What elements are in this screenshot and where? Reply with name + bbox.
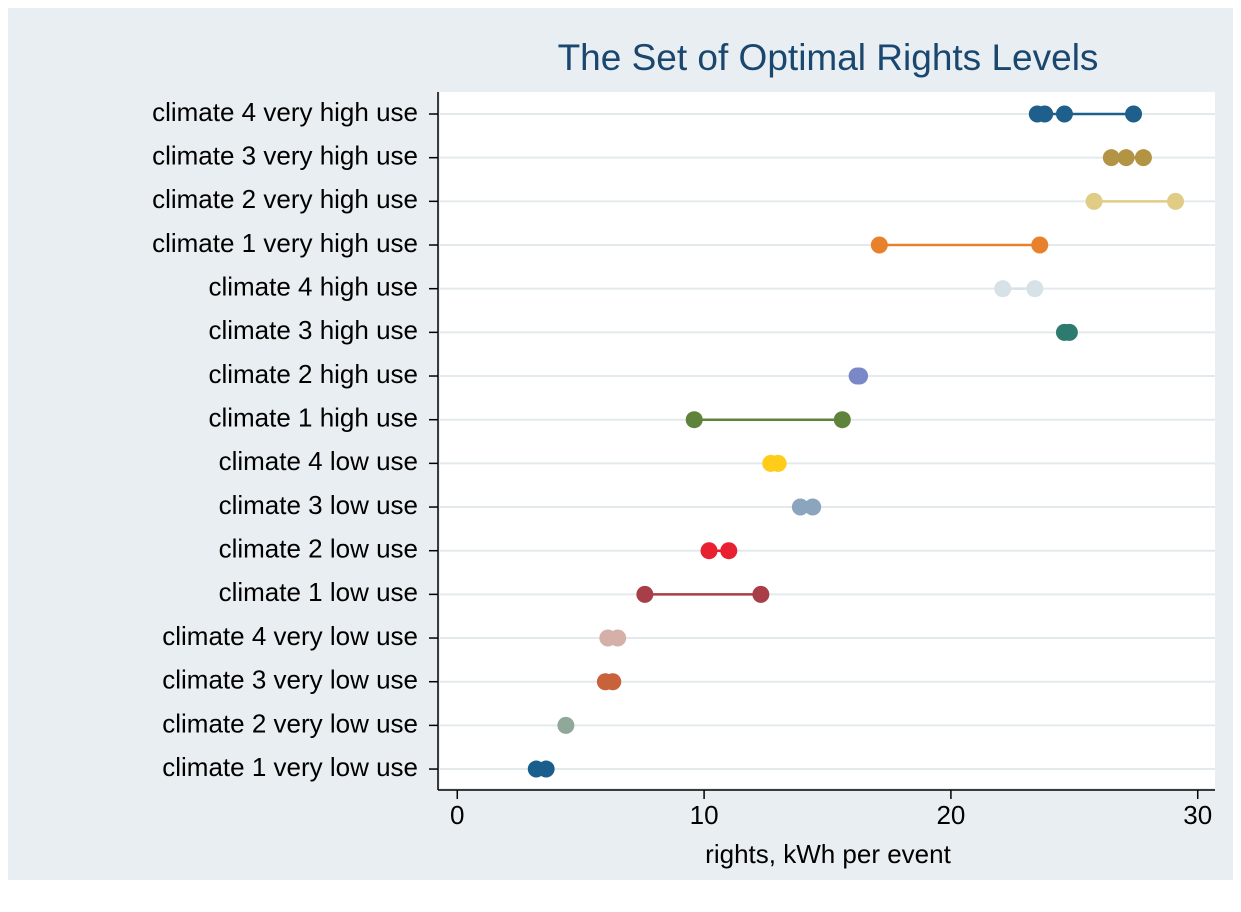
dot (1134, 149, 1152, 167)
y-tick-label: climate 3 very high use (152, 141, 418, 171)
y-tick-label: climate 1 low use (219, 577, 418, 607)
dot (636, 585, 654, 603)
chart-title: The Set of Optimal Rights Levels (558, 37, 1099, 78)
dot (833, 411, 851, 429)
x-tick-label: 0 (450, 800, 464, 830)
y-tick-label: climate 2 low use (219, 534, 418, 564)
dot (1026, 280, 1044, 298)
y-tick-label: climate 2 very high use (152, 184, 418, 214)
x-tick-label: 20 (936, 800, 965, 830)
dot (994, 280, 1012, 298)
dot (752, 585, 770, 603)
dot (685, 411, 703, 429)
dot (1085, 192, 1103, 210)
x-axis-label: rights, kWh per event (705, 839, 951, 869)
x-tick-label: 10 (690, 800, 719, 830)
x-tick-label: 30 (1183, 800, 1212, 830)
dot (1102, 149, 1120, 167)
dot (557, 716, 575, 734)
y-tick-label: climate 1 very high use (152, 228, 418, 258)
dot (604, 673, 622, 691)
y-tick-label: climate 4 very low use (162, 621, 418, 651)
y-tick-label: climate 2 high use (208, 359, 418, 389)
y-tick-label: climate 4 very high use (152, 97, 418, 127)
dot (851, 367, 869, 385)
y-tick-label: climate 1 high use (208, 403, 418, 433)
dot (804, 498, 822, 516)
dot (1036, 105, 1054, 123)
y-tick-label: climate 1 very low use (162, 752, 418, 782)
y-tick-label: climate 3 high use (208, 315, 418, 345)
y-tick-label: climate 4 low use (219, 446, 418, 476)
dot (1117, 149, 1135, 167)
dot (791, 498, 809, 516)
y-tick-label: climate 3 low use (219, 490, 418, 520)
dot (1055, 105, 1073, 123)
dot (769, 454, 787, 472)
dot (1167, 192, 1185, 210)
y-tick-label: climate 4 high use (208, 272, 418, 302)
dot (720, 542, 738, 560)
dot (870, 236, 888, 254)
dot (537, 760, 555, 778)
dot (609, 629, 627, 647)
dot (1125, 105, 1143, 123)
y-tick-label: climate 3 very low use (162, 665, 418, 695)
plot-area (440, 92, 1215, 788)
dot (700, 542, 718, 560)
y-tick-label: climate 2 very low use (162, 708, 418, 738)
dot (1060, 323, 1078, 341)
dot (1031, 236, 1049, 254)
